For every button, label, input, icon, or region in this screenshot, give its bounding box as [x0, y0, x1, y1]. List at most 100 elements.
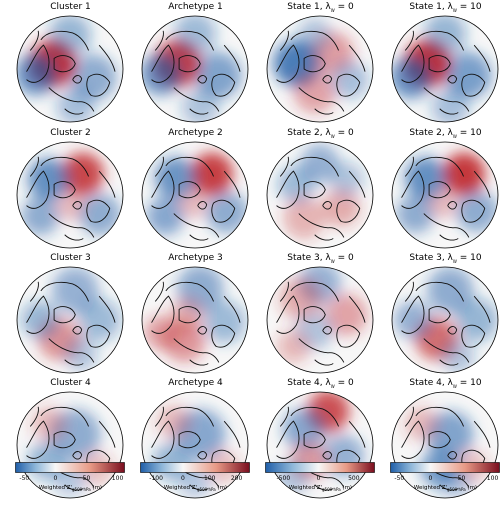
coastline — [423, 213, 470, 238]
coastline — [178, 55, 201, 73]
positive-anomaly — [178, 188, 208, 219]
positive-anomaly — [442, 152, 486, 195]
coastline — [53, 431, 76, 449]
colorbar-tick-label: 100 — [204, 475, 216, 482]
coastline — [279, 30, 289, 51]
negative-anomaly — [21, 197, 60, 236]
coastline — [26, 170, 50, 209]
coastline — [415, 30, 464, 51]
colorbar-tick-label: -100 — [149, 475, 163, 482]
map-border — [266, 15, 374, 123]
negative-anomaly — [396, 195, 435, 234]
map-border — [266, 266, 374, 374]
negative-anomaly — [455, 298, 498, 342]
colorbar — [140, 462, 250, 473]
coastline — [290, 281, 339, 302]
positive-anomaly — [156, 404, 191, 439]
coastline — [197, 326, 208, 335]
coastline — [98, 420, 116, 448]
coastline — [404, 406, 414, 427]
coastline — [447, 201, 458, 210]
coastline — [154, 406, 164, 427]
coastline — [72, 326, 83, 335]
colorbar-tick-label: 0 — [181, 475, 185, 482]
coastline — [151, 420, 175, 459]
coastline — [348, 420, 366, 448]
coastline — [439, 484, 459, 491]
map-border — [16, 15, 124, 123]
polar-map — [141, 391, 249, 499]
coastline — [64, 108, 84, 115]
coastline — [473, 295, 491, 323]
coastline — [401, 170, 425, 209]
panel-title: Archetype 4 — [168, 378, 223, 388]
panel-title: State 3, λW = 0 — [287, 253, 354, 264]
map-border — [141, 391, 249, 499]
colorbar-tick-label: 50 — [82, 475, 91, 482]
coastline — [298, 338, 345, 363]
negative-anomaly — [330, 60, 369, 99]
coastline — [279, 281, 289, 302]
coastline — [64, 484, 84, 491]
negative-anomaly — [27, 157, 70, 201]
positive-anomaly — [293, 71, 336, 114]
coastline — [401, 44, 425, 83]
coastline — [154, 30, 164, 51]
coastline — [348, 170, 366, 198]
colorbar-tick-label: 0 — [53, 475, 58, 482]
coastline — [178, 306, 201, 324]
coastline — [98, 44, 116, 72]
coastline — [298, 213, 345, 238]
coastline — [461, 324, 486, 348]
negative-anomaly — [394, 300, 433, 340]
colorbar-tick-label: 500 — [348, 475, 360, 482]
negative-anomaly — [195, 52, 242, 99]
colorbar-label: Weighted Z'g500 hPa (m) — [163, 485, 228, 493]
coastline — [348, 44, 366, 72]
coastline — [223, 420, 241, 448]
negative-anomaly — [181, 88, 220, 122]
coastline — [276, 295, 300, 334]
coastline — [72, 451, 83, 460]
negative-anomaly — [142, 53, 183, 96]
coastline — [415, 281, 464, 302]
panel-title: Cluster 2 — [50, 128, 91, 138]
colorbar-gradient — [140, 462, 250, 473]
negative-anomaly — [48, 16, 92, 57]
negative-anomaly — [56, 87, 95, 122]
coastline — [197, 451, 208, 460]
coastline — [423, 338, 470, 363]
colorbar-label: Weighted Z'g500 hPa (m) — [288, 485, 353, 493]
coastline — [439, 108, 459, 115]
negative-anomaly — [78, 192, 121, 236]
coastline — [211, 199, 236, 223]
coastline — [53, 181, 76, 199]
panel-title: Archetype 2 — [168, 128, 223, 138]
map-border — [141, 15, 249, 123]
coastline — [178, 181, 201, 199]
coastline — [178, 431, 201, 449]
coastline — [189, 108, 209, 115]
coastline — [404, 156, 414, 177]
coastline — [404, 30, 414, 51]
coastline — [40, 30, 89, 51]
polar-map — [266, 391, 374, 499]
coastline — [173, 213, 220, 238]
coastline — [428, 181, 451, 199]
coastline — [428, 55, 451, 73]
coastline — [197, 75, 208, 84]
colorbar — [390, 462, 500, 473]
coastline — [290, 406, 339, 427]
colorbar-label: Weighted Z'g500 hPa (m) — [413, 485, 478, 493]
coastline — [473, 44, 491, 72]
negative-anomaly — [277, 165, 316, 204]
coastline — [165, 30, 214, 51]
positive-anomaly — [428, 188, 458, 219]
positive-anomaly — [55, 190, 85, 221]
colorbar-gradient — [15, 462, 125, 473]
negative-anomaly — [440, 339, 475, 373]
coastline — [276, 420, 300, 459]
map-border — [391, 391, 499, 499]
panel-title: Cluster 3 — [50, 253, 91, 263]
